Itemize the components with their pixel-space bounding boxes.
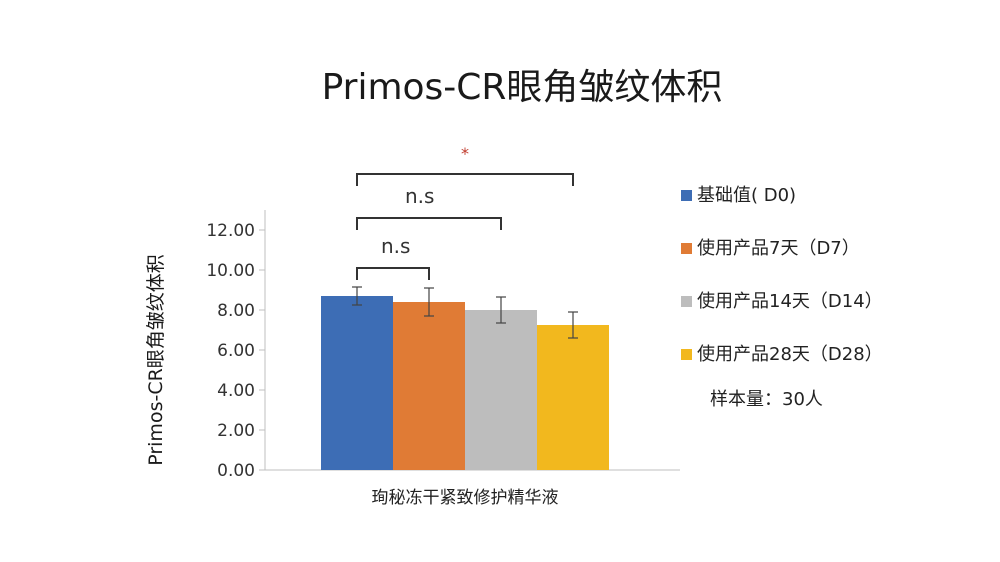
y-tick-label: 0.00 xyxy=(217,461,255,481)
bar-2 xyxy=(393,302,465,470)
legend-label-1: 基础值( D0) xyxy=(697,185,796,206)
legend-label-4: 使用产品28天（D28） xyxy=(697,344,883,365)
significance-label-2: n.s xyxy=(405,184,434,208)
legend-swatch-4 xyxy=(681,349,692,360)
x-category-label: 珣秘冻干紧致修护精华液 xyxy=(372,488,559,508)
y-tick-label: 4.00 xyxy=(217,381,255,401)
significance-bracket-2 xyxy=(356,217,502,230)
legend-swatch-3 xyxy=(681,296,692,307)
y-axis-label: Primos-CR眼角皱纹体积 xyxy=(145,254,167,466)
legend-swatch-2 xyxy=(681,243,692,254)
y-tick-label: 8.00 xyxy=(217,301,255,321)
plot-area: 0.00 2.00 4.00 6.00 8.00 10.00 12.00 珣秘冻干紧致修护精华… xyxy=(206,144,680,508)
bar-3 xyxy=(465,310,537,470)
significance-bracket-3 xyxy=(356,173,574,186)
y-tick-label: 6.00 xyxy=(217,341,255,361)
significance-bracket-1 xyxy=(356,267,430,280)
bar-4 xyxy=(537,325,609,470)
bar-1 xyxy=(321,296,393,470)
chart-title: Primos-CR眼角皱纹体积 xyxy=(322,67,723,108)
significance-label-3: * xyxy=(461,144,469,163)
legend-label-2: 使用产品7天（D7） xyxy=(697,238,860,259)
legend-swatch-1 xyxy=(681,190,692,201)
y-tick-label: 10.00 xyxy=(206,261,255,281)
legend-label-3: 使用产品14天（D14） xyxy=(697,291,883,312)
legend: 基础值( D0) 使用产品7天（D7） 使用产品14天（D14） 使用产品28天（D2… xyxy=(681,185,883,365)
significance-label-1: n.s xyxy=(381,234,410,258)
y-tick-label: 2.00 xyxy=(217,421,255,441)
y-tick-label: 12.00 xyxy=(206,221,255,241)
sample-size-note: 样本量：30人 xyxy=(710,389,823,410)
